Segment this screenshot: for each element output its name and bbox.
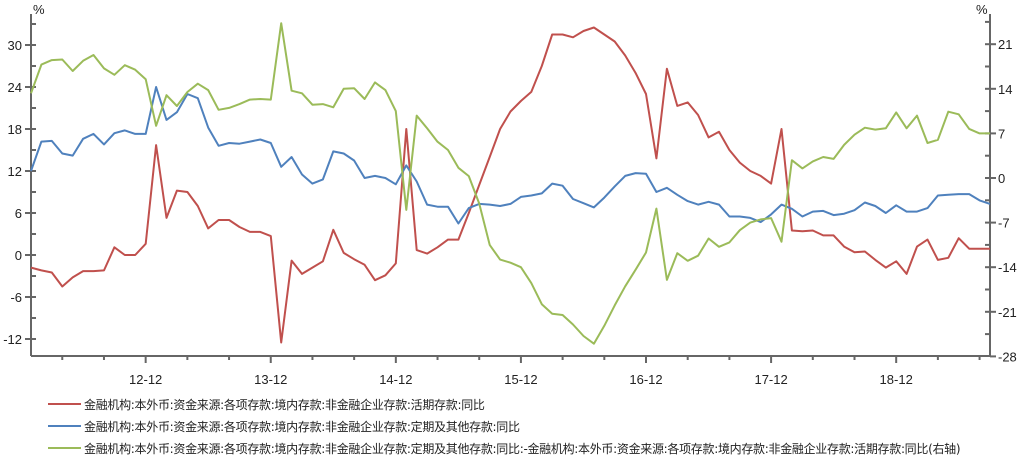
x-axis-tick-label: 12-12	[129, 372, 162, 387]
x-axis-tick-label: 17-12	[754, 372, 787, 387]
legend-label: 金融机构:本外币:资金来源:各项存款:境内存款:非金融企业存款:定期及其他存款:…	[84, 419, 520, 434]
legend-label: 金融机构:本外币:资金来源:各项存款:境内存款:非金融企业存款:活期存款:同比	[84, 397, 485, 412]
x-axis-tick-label: 13-12	[254, 372, 287, 387]
right-axis-tick-label: -14	[998, 260, 1017, 275]
legend-item-red: 金融机构:本外币:资金来源:各项存款:境内存款:非金融企业存款:活期存款:同比	[48, 393, 960, 415]
x-axis-tick-label: 18-12	[880, 372, 913, 387]
right-axis-tick-label: 7	[998, 126, 1005, 141]
axes: 30 24 18 12 6 0 -6 -12% 21 14 7 0 -7 -14 -21 -28% 12-12 1…	[3, 2, 1017, 387]
legend-item-green: 金融机构:本外币:资金来源:各项存款:境内存款:非金融企业存款:定期及其他存款:…	[48, 437, 961, 459]
left-axis-tick-label: 18	[8, 122, 22, 137]
right-axis-tick-label: -28	[998, 349, 1017, 364]
left-axis-tick-label: 24	[8, 80, 22, 95]
left-axis-tick-label: -12	[3, 332, 22, 347]
right-axis-tick-label: 0	[998, 171, 1005, 186]
left-axis-unit: %	[33, 2, 45, 17]
series-line-2	[30, 22, 990, 345]
right-axis-unit: %	[976, 2, 988, 17]
legend: 金融机构:本外币:资金来源:各项存款:境内存款:非金融企业存款:活期存款:同比 …	[48, 393, 961, 459]
right-axis-tick-label: 21	[998, 37, 1012, 52]
left-axis-tick-label: 30	[8, 38, 22, 53]
left-axis-tick-label: -6	[10, 290, 22, 305]
legend-swatch-red	[48, 403, 81, 405]
right-axis-tick-label: -21	[998, 305, 1017, 320]
series-line-0	[30, 26, 990, 344]
legend-item-blue: 金融机构:本外币:资金来源:各项存款:境内存款:非金融企业存款:定期及其他存款:…	[48, 415, 960, 437]
right-axis-tick-label: -7	[998, 216, 1010, 231]
x-axis-tick-label: 16-12	[629, 372, 662, 387]
left-axis-tick-label: 12	[8, 164, 22, 179]
legend-label: 金融机构:本外币:资金来源:各项存款:境内存款:非金融企业存款:定期及其他存款:…	[84, 441, 961, 456]
legend-swatch-green	[48, 447, 81, 449]
right-axis-tick-label: 14	[998, 82, 1012, 97]
series-line-1	[30, 86, 991, 225]
left-axis-tick-label: 6	[15, 206, 22, 221]
series-lines	[30, 22, 991, 345]
x-axis-tick-label: 14-12	[379, 372, 412, 387]
legend-swatch-blue	[48, 425, 81, 427]
x-axis-tick-label: 15-12	[504, 372, 537, 387]
left-axis-tick-label: 0	[15, 248, 22, 263]
